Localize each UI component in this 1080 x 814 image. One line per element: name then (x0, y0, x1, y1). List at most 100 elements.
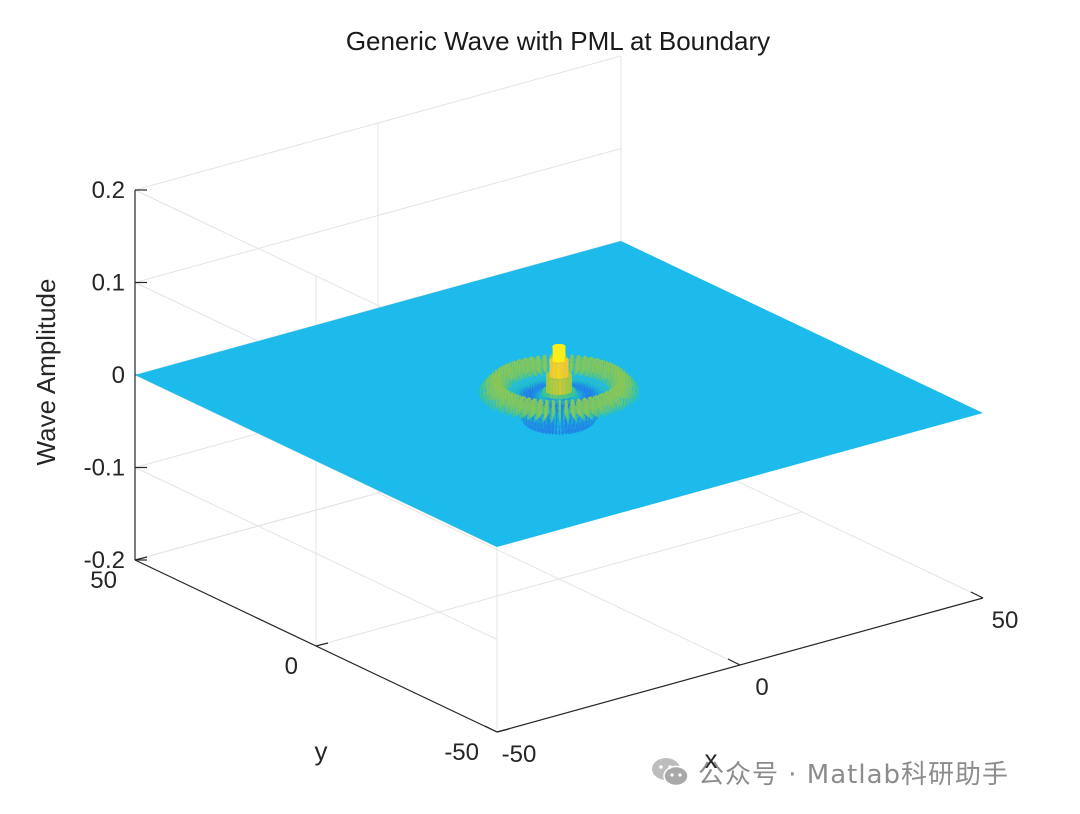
surface-ripple-point (500, 397, 503, 400)
surface-ripple-point (566, 412, 569, 415)
surface-ripple-point (629, 378, 632, 381)
surface-ripple-point (508, 391, 511, 394)
surface-ripple-point (483, 389, 486, 392)
surface-ripple-point (573, 389, 576, 392)
surface-ripple-point (501, 387, 504, 390)
surface-ripple-point (534, 398, 537, 401)
surface-ripple-point (556, 394, 559, 398)
surface-ripple-point (536, 401, 539, 404)
surface-ripple-point (601, 402, 604, 405)
surface-ripple-point (531, 427, 535, 430)
surface-ripple-point (510, 380, 513, 383)
surface-ripple-point (522, 358, 526, 361)
surface-ripple-point (611, 390, 614, 393)
surface-ripple-point (597, 383, 600, 386)
surface-ripple-point (552, 430, 555, 434)
surface-ripple-point (597, 358, 600, 361)
surface-ripple-point (616, 380, 619, 383)
surface-ripple-point (550, 417, 553, 420)
surface-ripple-point (502, 404, 505, 407)
surface-ripple-point (617, 367, 620, 370)
surface-ripple-point (524, 366, 528, 370)
surface-ripple-point (541, 369, 544, 373)
surface-ripple-point (574, 426, 577, 429)
surface-ripple-point (598, 368, 601, 371)
surface-ripple-point (574, 411, 577, 414)
surface-ripple-point (613, 379, 616, 382)
surface-ripple-point (636, 391, 639, 394)
x-tick-mark (484, 725, 498, 733)
surface-ripple-point (499, 382, 502, 385)
surface-ripple-point (605, 411, 608, 414)
surface-ripple-point (593, 419, 596, 422)
surface-ripple-point (590, 414, 594, 417)
surface-ripple-point (589, 421, 592, 424)
surface-ripple-point (586, 425, 590, 428)
surface-ripple-point (528, 380, 532, 383)
surface-ripple-point (572, 400, 575, 403)
surface-ripple-point (599, 384, 603, 387)
surface-ripple-point (498, 392, 501, 395)
surface-ripple-point (590, 366, 593, 369)
surface-ripple-point (589, 396, 592, 399)
surface-ripple-point (572, 356, 575, 359)
surface-ripple-point (586, 379, 589, 382)
surface-ripple-point (524, 417, 527, 420)
surface-ripple-point (524, 401, 527, 404)
surface-ripple-point (623, 370, 626, 373)
surface-ripple-point (496, 380, 499, 383)
surface-ripple-point (600, 393, 603, 396)
surface-ripple-point (563, 416, 566, 420)
surface-ripple-point (500, 369, 504, 372)
surface-ripple-point (591, 420, 594, 423)
surface-ripple-point (524, 357, 527, 360)
surface-ripple-point (590, 380, 593, 383)
surface-ripple-point (634, 382, 638, 385)
surface-ripple-point (490, 374, 493, 377)
surface-ripple-point (611, 369, 614, 373)
surface-ripple-point (575, 416, 578, 419)
surface-ripple-point (492, 393, 495, 396)
surface-ripple-point (486, 394, 489, 397)
surface-ripple-point (558, 417, 562, 420)
surface-ripple-point (511, 388, 514, 392)
surface-ripple-point (570, 374, 573, 377)
y-tick-label: 50 (90, 567, 117, 594)
surface-ripple-point (551, 407, 554, 410)
surface-ripple-point (487, 388, 490, 391)
surface-ripple-point (522, 420, 525, 423)
surface-ripple-point (623, 386, 626, 389)
surface-ripple-point (512, 412, 515, 415)
surface-ripple-point (542, 426, 545, 430)
surface-ripple-point (586, 360, 589, 363)
surface-ripple-point (522, 396, 525, 399)
surface-ripple-point (529, 397, 532, 401)
surface-ripple-point (500, 375, 503, 378)
surface-ripple-point (495, 371, 498, 374)
surface-ripple-point (573, 361, 576, 364)
surface-ripple-point (497, 368, 500, 371)
surface-ripple-point (601, 364, 604, 367)
surface-ripple-point (598, 413, 601, 416)
surface-ripple-point (509, 373, 512, 376)
surface-ripple-point (616, 369, 619, 373)
surface-ripple-point (495, 389, 498, 393)
surface-ripple-point (506, 369, 509, 372)
surface-ripple-point (492, 375, 495, 379)
surface-ripple-point (502, 394, 505, 397)
surface-ripple-point (596, 408, 599, 411)
surface-ripple-point (589, 409, 592, 412)
surface-ripple-point (526, 422, 530, 425)
surface-ripple-point (606, 400, 610, 403)
surface-ripple-point (508, 406, 511, 409)
y-tick-mark (134, 556, 148, 561)
surface-ripple-point (598, 360, 602, 363)
surface-ripple-point (612, 398, 615, 401)
surface-ripple-point (529, 365, 532, 368)
surface-ripple-point (572, 376, 575, 380)
surface-ripple-point (567, 422, 570, 425)
surface-ripple-point (622, 374, 626, 377)
surface-ripple-point (506, 363, 509, 366)
surface-ripple-point (566, 407, 569, 410)
surface-ripple-point (531, 371, 534, 374)
